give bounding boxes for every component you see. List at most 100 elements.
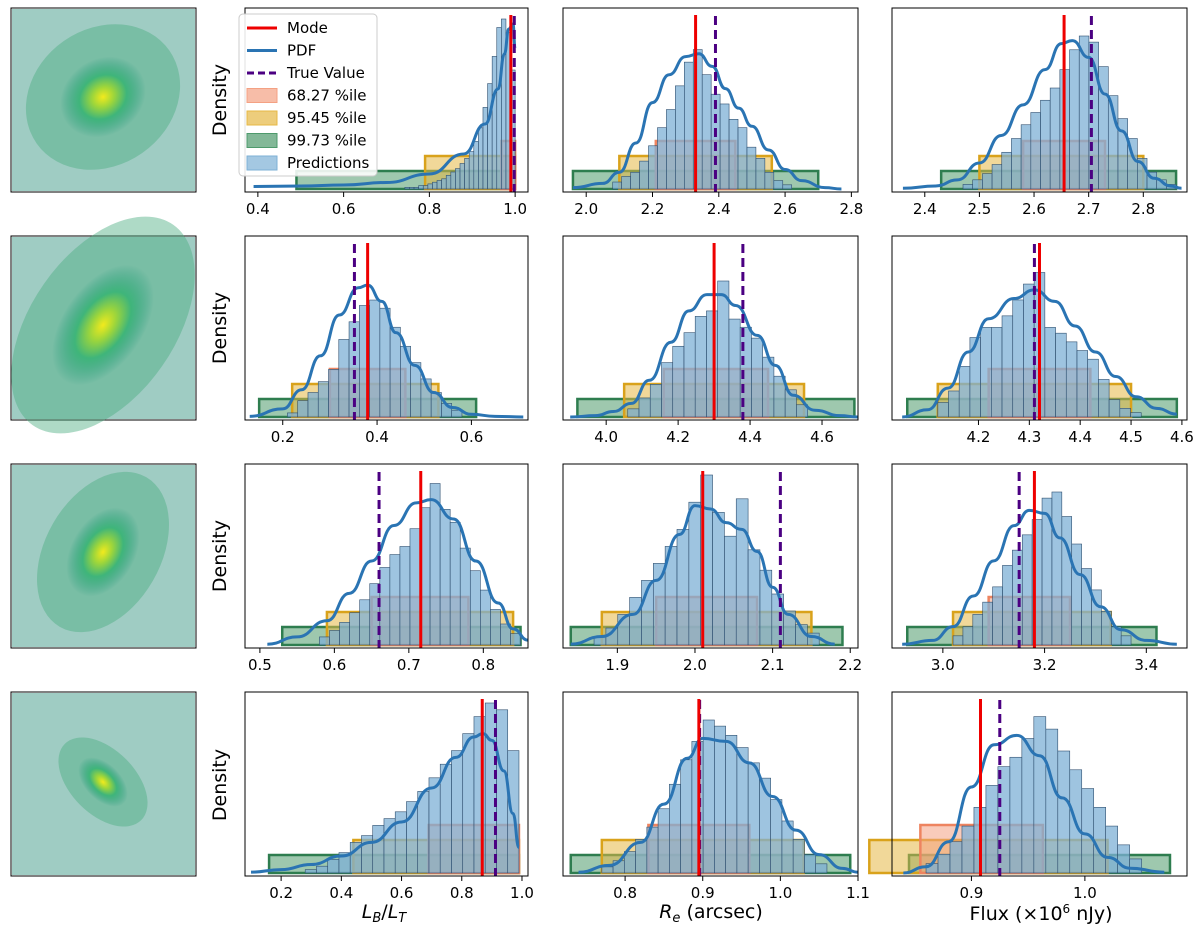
histogram-bar [1012,299,1024,418]
histogram-bar [468,151,475,190]
galaxy-image-row-0 [10,7,197,193]
histogram-bar [680,759,693,874]
histogram-bar [1098,379,1110,418]
legend-item-pred: Predictions [246,154,370,172]
legend-label: Mode [287,19,328,37]
legend-label: PDF [287,42,316,60]
histogram-bar [441,178,447,190]
legend-item-p68: 68.27 %ile [246,87,367,105]
axes-frame [244,463,529,649]
histogram-bar [480,589,491,646]
panel-r1-c2: 4.2 4.3 4.4 4.5 4.6 [891,235,1194,446]
axes-frame [562,235,859,421]
histogram-bar [728,119,739,190]
histogram-bar [639,160,649,190]
legend-label: 99.73 %ile [287,132,367,150]
axes-frame [891,691,1188,877]
histogram-bar [746,146,757,190]
ylabel-row-0: Density [209,64,231,136]
histogram-bar [1033,716,1047,874]
histogram-bar [706,310,718,418]
histogram-bar [1045,728,1059,874]
histogram-bar [319,636,330,646]
pdf-curve [902,39,1182,190]
x-tick-label: 3.4 [1134,656,1158,674]
x-tick-label: 0.6 [459,428,483,446]
histogram-bar [1044,327,1056,418]
histogram-bar [459,547,471,646]
histogram-bar [724,535,737,646]
legend-swatch [246,133,278,148]
galaxy-image-row-2 [10,463,197,649]
histogram-bar [683,332,696,418]
histogram-bar [339,622,350,646]
histogram-bar [413,187,419,190]
axes-frame [891,463,1188,649]
histogram-bar [701,74,712,190]
histogram-bar [736,747,749,874]
panel-r0-c0: 0.4 0.6 0.8 1.0 [244,7,529,218]
histogram-bar [451,750,464,874]
histogram-bar [297,400,309,418]
x-tick-label: 2.2 [641,200,665,218]
histogram-bar [469,570,481,646]
histogram-bar [417,791,430,874]
pdf-curve [251,732,521,874]
xlabel-col-0: LB/LT [362,901,408,926]
histogram-bar [409,187,415,190]
histogram-bar [1011,138,1022,190]
x-tick-label: 0.6 [332,200,356,218]
pdf-curve [572,52,842,191]
histogram-bar [459,163,465,190]
legend-label: True Value [286,64,365,82]
histogram-bar [985,785,999,874]
histogram-bar [464,158,470,190]
histogram-bar [629,597,642,646]
histogram-bar [627,408,640,418]
legend-swatch [246,88,278,103]
histogram-bar [1119,408,1131,418]
x-tick-label: 4.4 [738,428,762,446]
pdf-curve [578,736,859,874]
x-tick-label: 0.8 [450,884,474,902]
histogram-bar [1130,412,1142,418]
histogram-bar [1065,341,1078,418]
histogram-bar [1081,788,1095,874]
histogram-bar [782,184,793,190]
histogram-bar [359,599,371,646]
histogram-bar [1078,35,1090,190]
histogram-bar [287,412,299,418]
histogram-bar [1055,332,1067,418]
legend-label: 95.45 %ile [287,109,367,127]
axes-frame [891,235,1188,421]
histogram-bar [1023,283,1035,418]
panel-r1-c1: 4.0 4.2 4.4 4.6 [562,235,859,446]
histogram-bar [675,85,685,190]
histogram-bar [962,626,974,646]
x-tick-label: 4.2 [666,428,690,446]
histogram-bar [770,799,783,874]
axes-frame [244,691,529,877]
histogram-bar [349,612,360,646]
galaxy-image-row-3 [10,691,197,877]
pdf-curve [903,733,1165,875]
histogram-bar [948,390,960,418]
ylabel-row-1: Density [209,292,231,364]
histogram-bar [1120,635,1132,646]
legend-swatch [246,155,278,171]
histogram-bar [982,601,993,646]
pdf-curve [253,22,517,188]
histogram-bar [462,733,475,874]
histogram-bar [972,614,984,646]
histogram-bar [961,825,975,874]
histogram-bar [455,168,461,190]
x-tick-label: 4.0 [594,428,618,446]
x-tick-label: 2.1 [761,656,785,674]
histogram-bar [482,107,488,190]
x-tick-label: 0.4 [329,884,353,902]
histogram-bar [773,180,784,190]
histogram-bar [1030,112,1041,190]
histogram-bar [439,509,451,646]
histogram-bar [1049,87,1061,190]
legend-label: 68.27 %ile [287,87,367,105]
